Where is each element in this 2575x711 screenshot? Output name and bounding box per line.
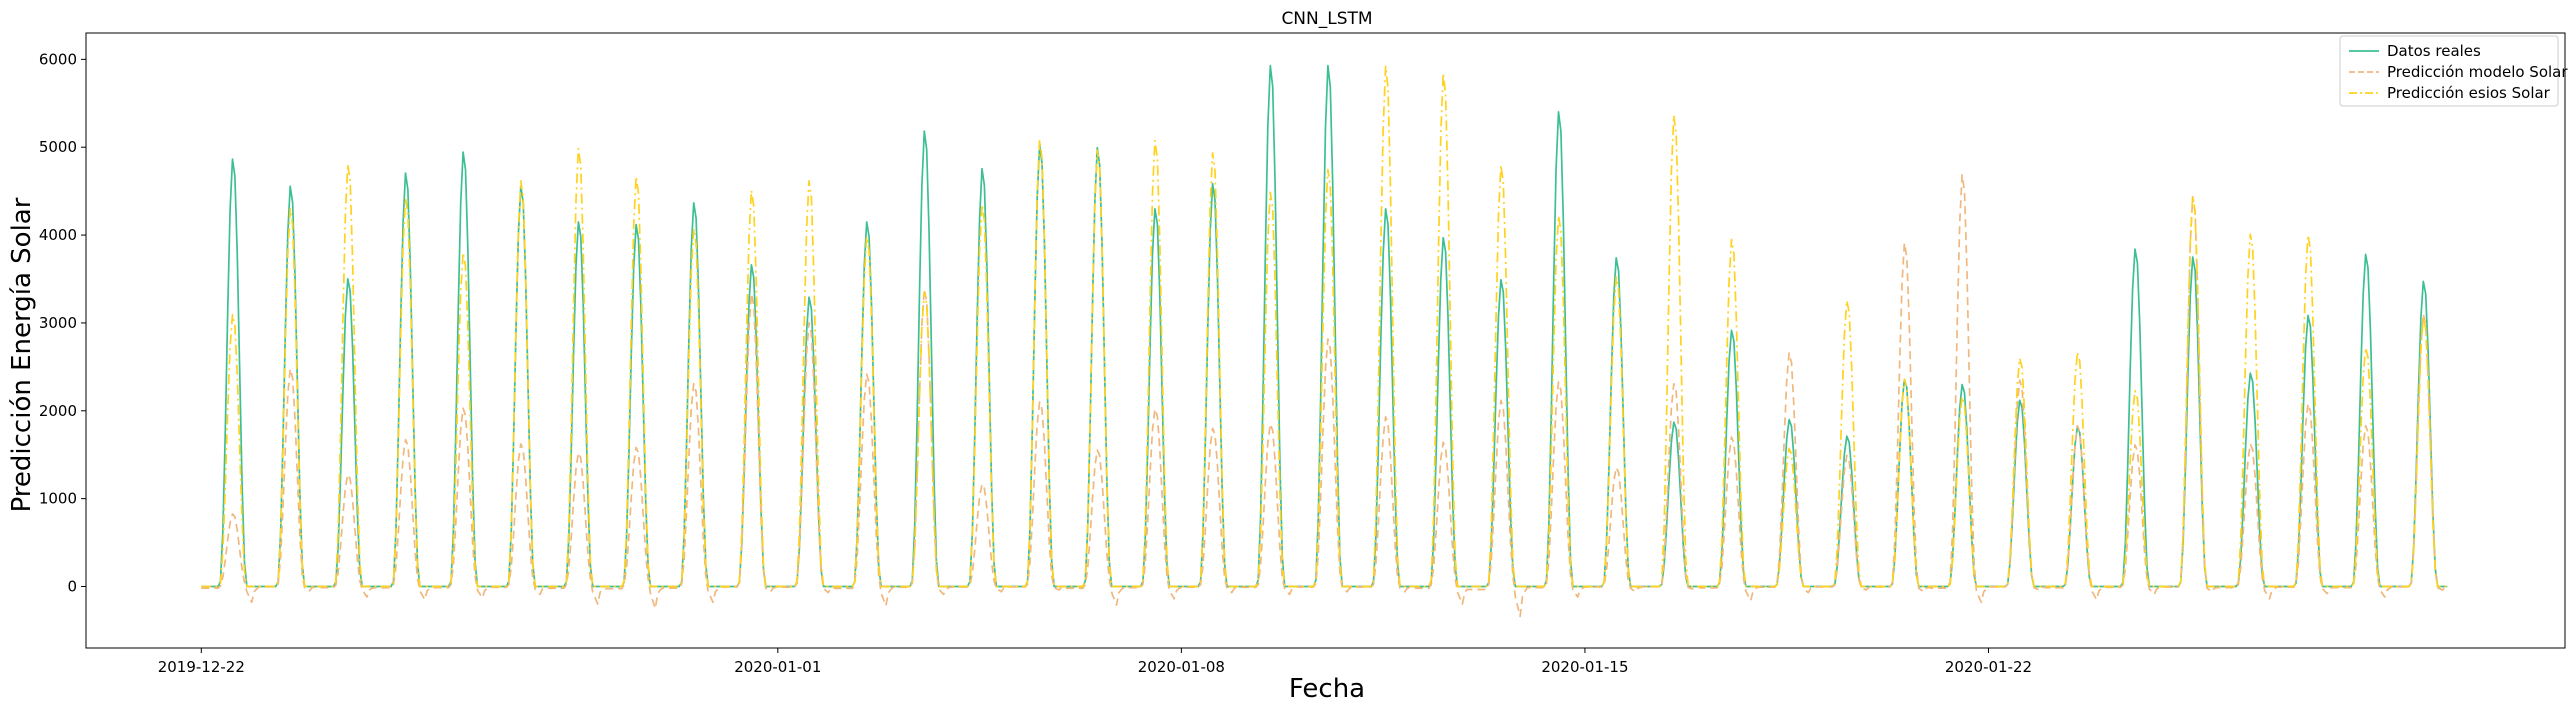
series-line-2 [201, 173, 2448, 618]
legend-label: Datos reales [2387, 42, 2481, 60]
legend-box [2339, 35, 2559, 107]
plot-frame [85, 32, 2566, 649]
y-tick-label: 6000 [39, 50, 77, 68]
x-tick-label: 2020-01-08 [1138, 658, 1225, 676]
x-tick-label: 2020-01-01 [734, 658, 821, 676]
x-tick-label: 2020-01-22 [1945, 658, 2032, 676]
chart-title: CNN_LSTM [1281, 9, 1372, 29]
legend-label: Predicción esios Solar [2387, 84, 2551, 102]
y-tick-label: 2000 [39, 402, 77, 420]
x-axis-title: Fecha [1289, 674, 1365, 704]
series-line-3 [201, 65, 2448, 588]
y-tick-label: 5000 [39, 138, 77, 156]
y-tick-label: 1000 [39, 490, 77, 508]
y-tick-label: 4000 [39, 226, 77, 244]
y-axis-title: Predicción Energía Solar [7, 197, 37, 512]
y-tick-label: 3000 [39, 314, 77, 332]
x-tick-label: 2019-12-22 [158, 658, 245, 676]
legend: Datos reales Predicción modelo Solar Predi… [2339, 35, 2568, 107]
legend-label: Predicción modelo Solar [2387, 63, 2568, 81]
axes: 0 1000 2000 3000 4000 5000 6000 2019-12-22 2020-… [39, 32, 2566, 676]
y-tick-label: 0 [67, 578, 77, 596]
x-tick-label: 2020-01-15 [1541, 658, 1628, 676]
plot-area [201, 64, 2448, 618]
